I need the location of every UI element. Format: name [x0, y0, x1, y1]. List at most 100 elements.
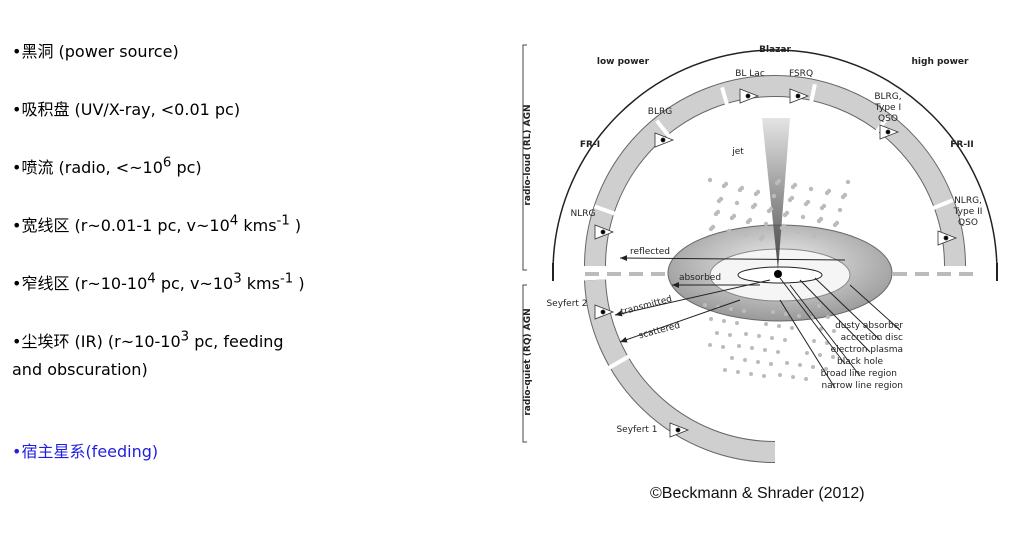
cloud-dot	[771, 310, 775, 314]
cloud-dot	[764, 322, 768, 326]
bullet: •窄线区 (r~10-104 pc, v~103 kms-1 )	[12, 270, 305, 294]
cloud-dot	[785, 361, 789, 365]
arrows	[614, 255, 901, 389]
diagram-label: absorbed	[679, 273, 721, 283]
diagram-label: FR-II	[950, 140, 974, 150]
diagram-label: dusty absorber	[835, 321, 903, 331]
band-gap	[720, 86, 731, 112]
observer-icon	[600, 229, 606, 235]
diagram-label: BLRG	[648, 107, 672, 117]
cloud-dot	[812, 339, 816, 343]
cloud-dot	[778, 373, 782, 377]
bullet-marker: •	[12, 274, 22, 293]
cloud-dot	[763, 348, 767, 352]
cloud-dot	[771, 193, 777, 199]
bullet-text: and obscuration)	[12, 360, 148, 379]
cloud-dot	[783, 338, 787, 342]
superscript: 3	[180, 329, 190, 345]
cloud-dot	[729, 215, 735, 221]
diagram-label: BLRG,	[874, 92, 901, 102]
diagram-label: scattered	[638, 321, 682, 342]
cloud-dot	[734, 200, 740, 206]
torus	[667, 118, 893, 322]
observer-icon	[660, 137, 666, 143]
bullet-marker: •	[12, 100, 22, 119]
diagram-label: Seyfert 2	[546, 299, 587, 309]
bullet-marker: •	[12, 216, 22, 235]
cloud-dot	[723, 368, 727, 372]
diagram-label: BL Lac	[735, 69, 765, 79]
cloud-dot	[743, 358, 747, 362]
observer-icon	[745, 93, 751, 99]
diagram-label: Seyfert 1	[616, 425, 657, 435]
cloud-dot	[777, 324, 781, 328]
cloud-dot	[829, 235, 835, 241]
cloud-dot	[763, 221, 769, 227]
cloud-dot	[790, 184, 796, 190]
diagram-label: Blazar	[759, 45, 791, 55]
cloud-dot	[736, 370, 740, 374]
cloud-dot	[737, 344, 741, 348]
cloud-dot	[770, 336, 774, 340]
diagram-label: QSO	[878, 114, 898, 124]
diagram-label: low power	[597, 57, 650, 67]
cloud-dot	[819, 327, 823, 331]
cloud-dot	[742, 232, 748, 238]
cloud-dot	[703, 303, 707, 307]
bullet-text: pc, feeding	[189, 332, 284, 351]
superscript: 4	[229, 213, 239, 229]
band-gap	[607, 354, 631, 370]
cloud-dot	[756, 360, 760, 364]
cloud-dot	[713, 211, 719, 217]
cloud-dot	[816, 218, 822, 224]
cloud-dot	[782, 212, 788, 218]
cloud-dot	[709, 317, 713, 321]
bullet-marker: •	[12, 332, 22, 351]
cloud-dot	[787, 197, 793, 203]
cloud-dot	[716, 198, 722, 204]
bullet-text: pc, v~10	[155, 274, 234, 293]
frame	[522, 44, 998, 464]
cloud-dot	[707, 177, 713, 183]
cloud-dot	[750, 346, 754, 350]
diagram-label: jet	[731, 147, 744, 157]
diagram-label: Type I	[874, 103, 901, 113]
cloud-dot	[811, 365, 815, 369]
cloud-dot	[729, 307, 733, 311]
diagram-label: high power	[912, 57, 970, 67]
diagram-label: radio-loud (RL) AGN	[523, 104, 533, 205]
observer-icon	[943, 235, 949, 241]
cloud-dot	[730, 356, 734, 360]
bullet-marker: •	[12, 158, 22, 177]
cloud-dot	[800, 214, 806, 220]
cloud-dot	[742, 309, 746, 313]
cloud-dot	[776, 350, 780, 354]
diagram-label: radio-quiet (RQ) AGN	[523, 308, 533, 415]
bullet-text: 宿主星系(feeding)	[21, 442, 159, 461]
cloud-dot	[735, 321, 739, 325]
bullet: •宿主星系(feeding)	[12, 438, 158, 462]
superscript: -1	[279, 271, 294, 287]
observer-icon	[600, 309, 606, 315]
cloud-dot	[708, 226, 714, 232]
cloud-dot	[784, 312, 788, 316]
bullet-text: 窄线区 (r~10-10	[21, 274, 148, 293]
diagram-label: electron plasma	[831, 345, 903, 355]
cloud-dot	[766, 208, 772, 214]
bullet-text: 宽线区 (r~0.01-1 pc, v~10	[21, 216, 230, 235]
cloud-dot	[797, 314, 801, 318]
bullet-text: 喷流 (radio, <~10	[21, 158, 163, 177]
cloud-dot	[745, 219, 751, 225]
superscript: 4	[147, 271, 156, 287]
cloud-dot	[826, 315, 830, 319]
cloud-dot	[769, 362, 773, 366]
cloud-dot	[758, 236, 764, 242]
cloud-dot	[726, 228, 732, 234]
cloud-dot	[708, 343, 712, 347]
cloud-dot	[715, 331, 719, 335]
cloud-dot	[824, 367, 828, 371]
diagram-label: narrow line region	[821, 381, 903, 391]
cloud-dot	[790, 326, 794, 330]
cloud-dot	[804, 377, 808, 381]
